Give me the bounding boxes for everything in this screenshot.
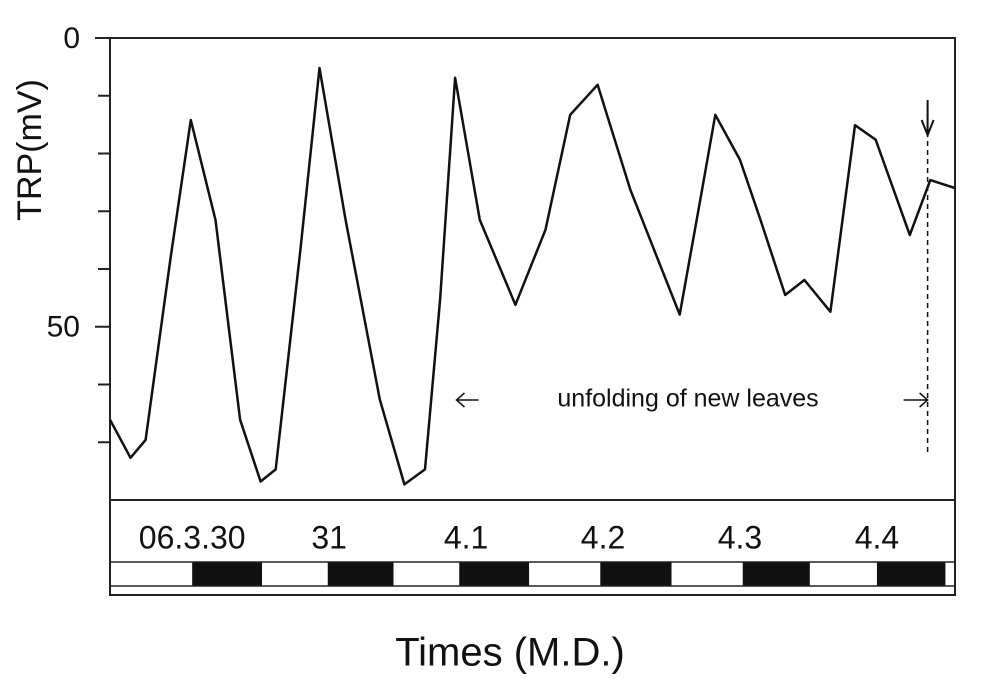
span-arrow-right — [903, 392, 929, 408]
plot-frame — [109, 37, 956, 501]
x-tick-label: 4.1 — [444, 519, 488, 555]
x-tick-label: 4.4 — [855, 519, 899, 555]
event-arrow — [920, 100, 935, 138]
y-tick-label: 50 — [47, 311, 80, 344]
x-tick-label: 31 — [311, 519, 347, 555]
x-tick-label: 4.2 — [581, 519, 625, 555]
x-tick-label: 4.3 — [718, 519, 762, 555]
night-bar — [600, 562, 672, 586]
night-bar — [876, 562, 946, 586]
night-bar — [192, 562, 263, 586]
span-arrow-left — [455, 392, 479, 408]
y-tick-label: 0 — [63, 22, 80, 55]
date-band — [109, 499, 956, 596]
y-axis-label: TRP(mV) — [11, 79, 49, 221]
night-bar — [327, 562, 394, 586]
night-bar — [459, 562, 530, 586]
x-tick-label: 06.3.30 — [139, 519, 246, 555]
data-line — [108, 66, 956, 486]
x-axis-label: Times (M.D.) — [395, 631, 625, 675]
annotation: unfolding of new leaves — [557, 385, 818, 413]
night-bar — [742, 562, 810, 586]
